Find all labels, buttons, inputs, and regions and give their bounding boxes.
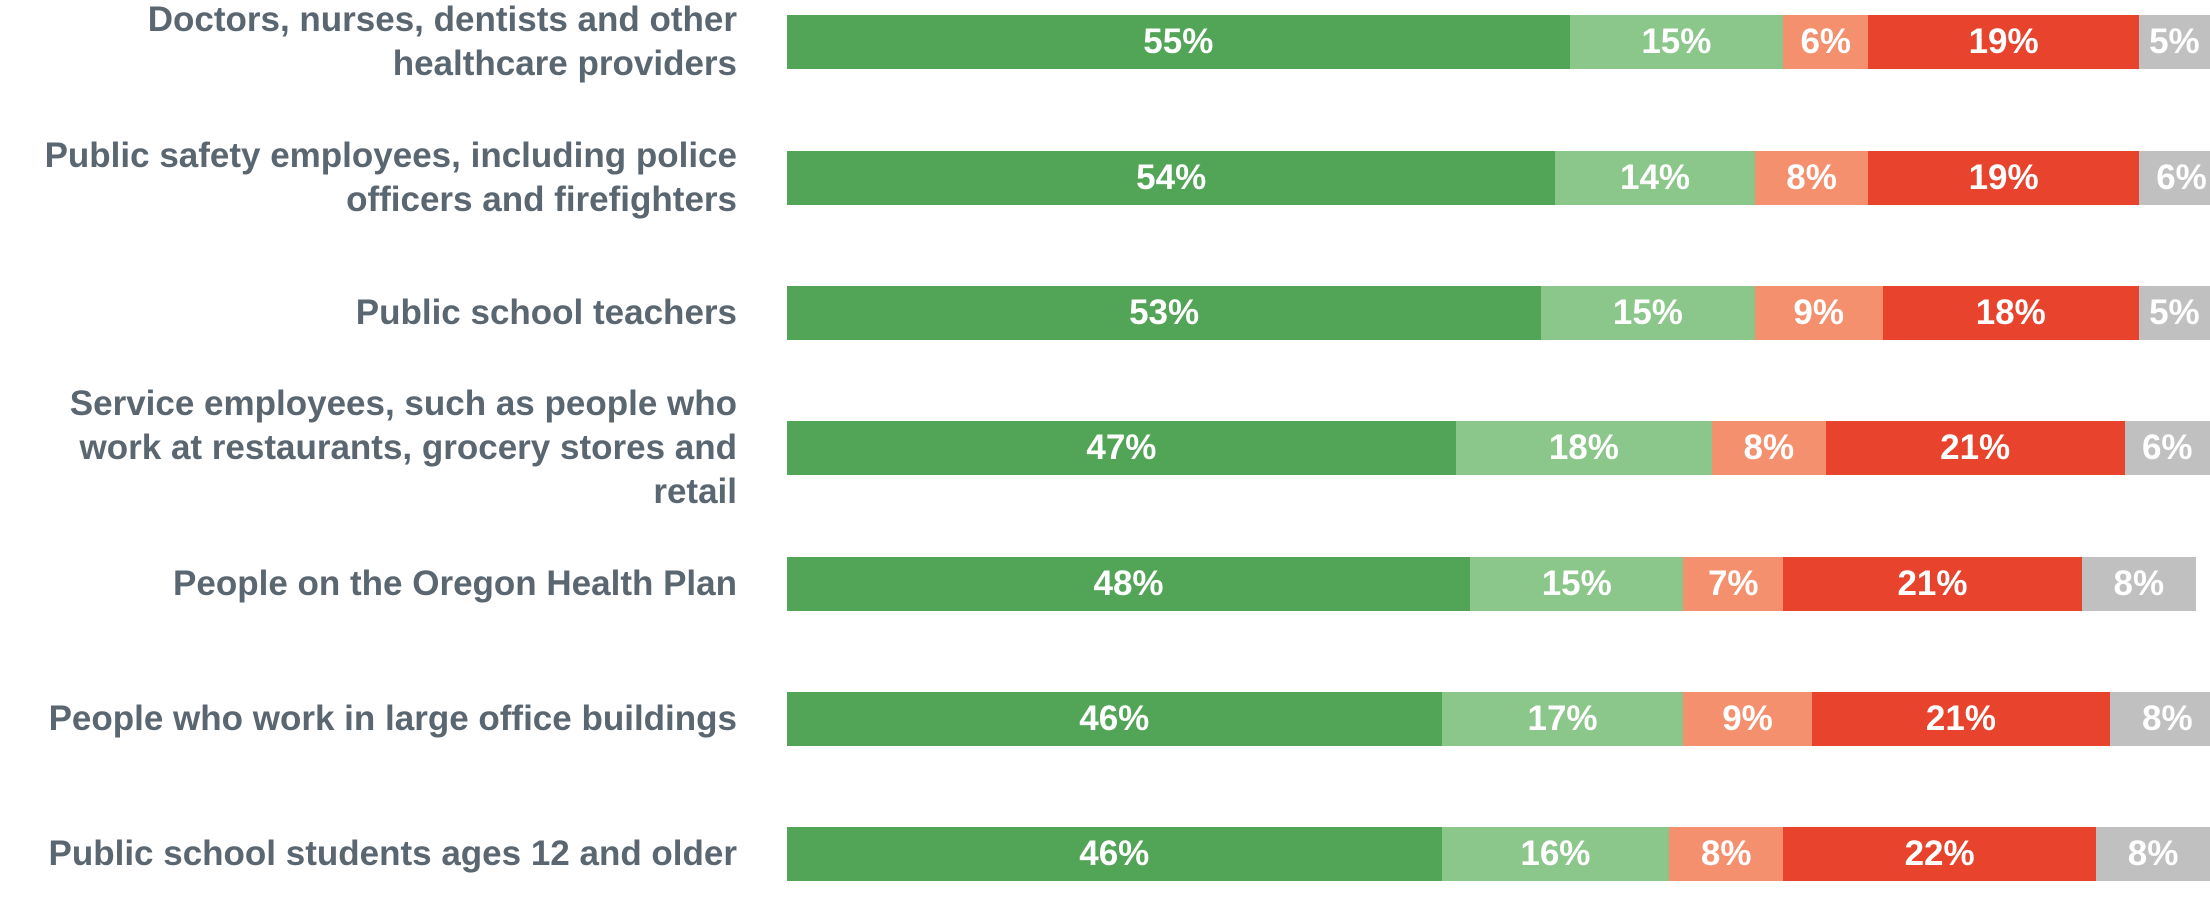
bar-row: 54% 14% 8% 19% 6% bbox=[787, 151, 2210, 205]
value-label: 15% bbox=[1641, 22, 1712, 61]
bar-segment: 21% bbox=[1825, 421, 2125, 475]
category-label: Public safety employees, including polic… bbox=[44, 136, 737, 219]
bar-segment: 8% bbox=[2081, 557, 2196, 611]
value-label: 9% bbox=[1793, 293, 1844, 332]
bar-segment: 9% bbox=[1754, 286, 1883, 340]
value-label: 8% bbox=[2127, 834, 2179, 873]
bar-segment: 8% bbox=[2110, 692, 2210, 746]
value-label: 8% bbox=[1786, 158, 1837, 197]
value-label: 7% bbox=[1707, 564, 1759, 603]
bar-row: 48% 15% 7% 21% 8% bbox=[787, 557, 2210, 611]
value-label: 15% bbox=[1541, 564, 1612, 603]
bar-segment: 15% bbox=[1569, 15, 1784, 69]
category-label: Public school teachers bbox=[355, 293, 737, 332]
bar-segment: 9% bbox=[1683, 692, 1812, 746]
bar-segment: 48% bbox=[787, 557, 1471, 611]
bar-segment: 15% bbox=[1541, 286, 1755, 340]
bar-segment: 18% bbox=[1455, 421, 1712, 475]
bar-segment: 21% bbox=[1811, 692, 2111, 746]
bar-segment: 6% bbox=[2138, 151, 2210, 205]
value-label: 48% bbox=[1093, 564, 1164, 603]
value-label: 14% bbox=[1619, 158, 1691, 197]
category-label: Doctors, nurses, dentists and other heal… bbox=[147, 0, 737, 83]
value-label: 6% bbox=[1800, 22, 1852, 61]
bar-segment: 8% bbox=[1711, 421, 1826, 475]
bar-segment: 17% bbox=[1441, 692, 1684, 746]
value-label: 16% bbox=[1520, 834, 1591, 873]
value-label: 8% bbox=[1743, 428, 1795, 467]
bar-segment: 47% bbox=[787, 421, 1456, 475]
bar-segment: 16% bbox=[1441, 827, 1670, 881]
category-label: People on the Oregon Health Plan bbox=[173, 564, 737, 603]
bar-segment: 18% bbox=[1882, 286, 2139, 340]
bar-segment: 5% bbox=[2138, 15, 2210, 69]
bar-row: 47% 18% 8% 21% 6% bbox=[787, 421, 2210, 475]
value-label: 9% bbox=[1722, 699, 1773, 738]
value-label: 6% bbox=[2156, 158, 2207, 197]
chart: Doctors, nurses, dentists and other heal… bbox=[44, 0, 2210, 881]
bar-segment: 6% bbox=[2124, 421, 2210, 475]
value-label: 8% bbox=[2141, 699, 2193, 738]
value-label: 19% bbox=[1968, 22, 2039, 61]
bar-segment: 5% bbox=[2138, 286, 2210, 340]
value-label: 21% bbox=[1925, 699, 1996, 738]
bar-row: 46% 16% 8% 22% 8% bbox=[787, 827, 2210, 881]
value-label: 21% bbox=[1897, 564, 1968, 603]
value-label: 47% bbox=[1086, 428, 1157, 467]
value-label: 5% bbox=[2149, 22, 2200, 61]
bar-segment: 8% bbox=[1669, 827, 1784, 881]
value-label: 18% bbox=[1975, 293, 2046, 332]
value-label: 8% bbox=[2113, 564, 2165, 603]
value-label: 53% bbox=[1129, 293, 1200, 332]
bar-segment: 8% bbox=[2096, 827, 2210, 881]
bar-segment: 14% bbox=[1555, 151, 1755, 205]
value-label: 19% bbox=[1968, 158, 2039, 197]
value-label: 54% bbox=[1136, 158, 1207, 197]
value-label: 18% bbox=[1548, 428, 1619, 467]
value-label: 46% bbox=[1079, 699, 1150, 738]
value-label: 15% bbox=[1612, 293, 1683, 332]
value-label: 55% bbox=[1143, 22, 1214, 61]
value-label: 8% bbox=[1700, 834, 1752, 873]
value-label: 21% bbox=[1940, 428, 2011, 467]
value-label: 6% bbox=[2141, 428, 2193, 467]
value-label: 5% bbox=[2149, 293, 2200, 332]
value-label: 22% bbox=[1904, 834, 1975, 873]
bar-segment: 46% bbox=[787, 692, 1442, 746]
value-label: 17% bbox=[1527, 699, 1598, 738]
bar-segment: 7% bbox=[1683, 557, 1784, 611]
bar-segment: 22% bbox=[1783, 827, 2097, 881]
bar-segment: 53% bbox=[787, 286, 1542, 340]
bar-segment: 54% bbox=[787, 151, 1556, 205]
category-label: Service employees, such as people who wo… bbox=[69, 384, 737, 511]
bar-segment: 21% bbox=[1783, 557, 2082, 611]
bar-segment: 46% bbox=[787, 827, 1442, 881]
bar-row: 46% 17% 9% 21% 8% bbox=[787, 692, 2210, 746]
value-label: 46% bbox=[1079, 834, 1150, 873]
bar-segment: 19% bbox=[1868, 15, 2139, 69]
bar-segment: 6% bbox=[1783, 15, 1869, 69]
bar-row: 53% 15% 9% 18% 5% bbox=[787, 286, 2210, 340]
bar-segment: 15% bbox=[1470, 557, 1684, 611]
category-label: Public school students ages 12 and older bbox=[48, 834, 738, 873]
bar-segment: 55% bbox=[787, 15, 1570, 69]
bar-row: 55% 15% 6% 19% 5% bbox=[787, 15, 2210, 69]
bar-segment: 19% bbox=[1868, 151, 2139, 205]
bar-segment: 8% bbox=[1754, 151, 1869, 205]
category-label: People who work in large office building… bbox=[48, 699, 737, 738]
